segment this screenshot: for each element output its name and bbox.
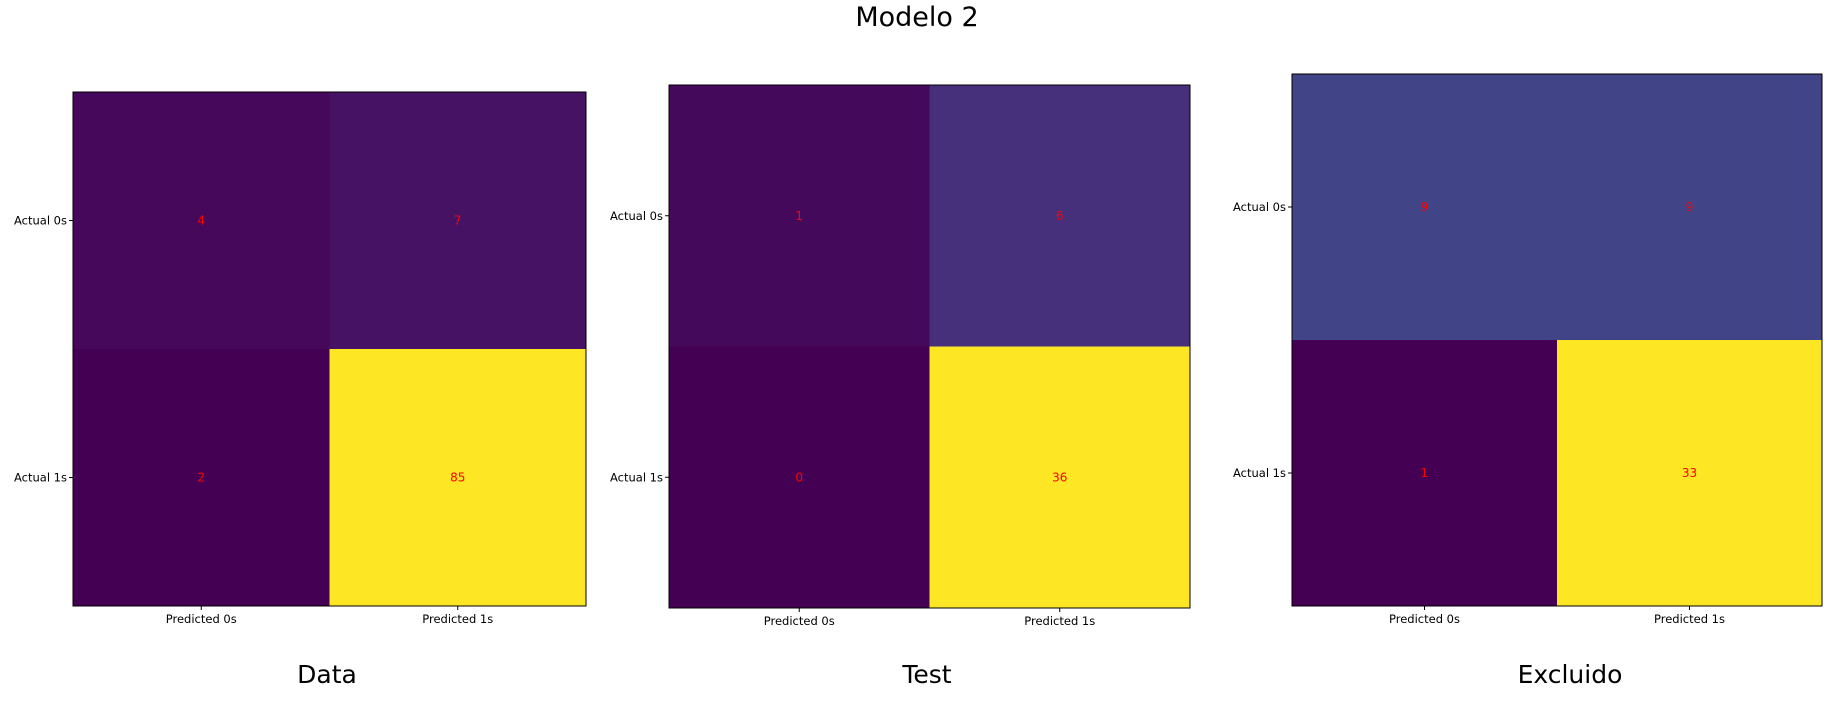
cell-p2-r0-c0 (669, 85, 930, 347)
cell-value-p1-r0-c1: 7 (454, 214, 462, 228)
cell-p3-r0-c1 (1557, 74, 1822, 340)
cell-p2-r1-c1 (929, 346, 1190, 608)
plot-frame-p1 (72, 91, 587, 607)
y-tick-label-p3-0: Actual 0s (1233, 200, 1286, 214)
cell-p3-r1-c1 (1557, 340, 1822, 606)
x-tick-label-p1-1: Predicted 1s (422, 612, 493, 626)
cell-value-p2-r1-c0: 0 (795, 470, 803, 484)
x-tick-label-p3-0: Predicted 0s (1389, 612, 1460, 626)
cell-p1-r1-c0 (73, 349, 330, 606)
y-tick-label-p3-1: Actual 1s (1233, 466, 1286, 480)
cell-p3-r1-c0 (1292, 340, 1557, 606)
cell-p1-r0-c0 (73, 92, 330, 349)
cell-value-p3-r0-c1: 9 (1686, 200, 1694, 214)
cell-value-p1-r0-c0: 4 (197, 214, 205, 228)
cell-value-p2-r0-c1: 6 (1056, 209, 1064, 223)
y-tick-label-p1-1: Actual 1s (14, 471, 67, 485)
plot-frame-p2 (668, 84, 1191, 609)
cell-value-p2-r1-c1: 36 (1052, 470, 1067, 484)
caption-excluido: Excluido (1517, 660, 1623, 689)
cell-value-p1-r1-c0: 2 (197, 471, 205, 485)
x-tick-label-p2-1: Predicted 1s (1024, 614, 1095, 628)
caption-data: Data (297, 660, 357, 689)
x-tick-label-p1-0: Predicted 0s (166, 612, 237, 626)
figure-title: Modelo 2 (855, 2, 979, 33)
cell-value-p1-r1-c1: 85 (450, 471, 465, 485)
cell-value-p3-r1-c1: 33 (1682, 466, 1697, 480)
plot-frame-p3 (1291, 73, 1823, 607)
y-tick-label-p1-0: Actual 0s (14, 214, 67, 228)
cell-p2-r0-c1 (929, 85, 1190, 347)
cell-p2-r1-c0 (669, 346, 930, 608)
y-tick-label-p2-1: Actual 1s (610, 470, 663, 484)
cell-p1-r1-c1 (329, 349, 586, 606)
cell-value-p2-r0-c0: 1 (795, 209, 803, 223)
y-tick-label-p2-0: Actual 0s (610, 209, 663, 223)
cell-p1-r0-c1 (329, 92, 586, 349)
cell-value-p3-r0-c0: 9 (1421, 200, 1429, 214)
x-tick-label-p2-0: Predicted 0s (764, 614, 835, 628)
x-tick-label-p3-1: Predicted 1s (1654, 612, 1725, 626)
cell-value-p3-r1-c0: 1 (1421, 466, 1429, 480)
caption-test: Test (902, 660, 952, 689)
cell-p3-r0-c0 (1292, 74, 1557, 340)
